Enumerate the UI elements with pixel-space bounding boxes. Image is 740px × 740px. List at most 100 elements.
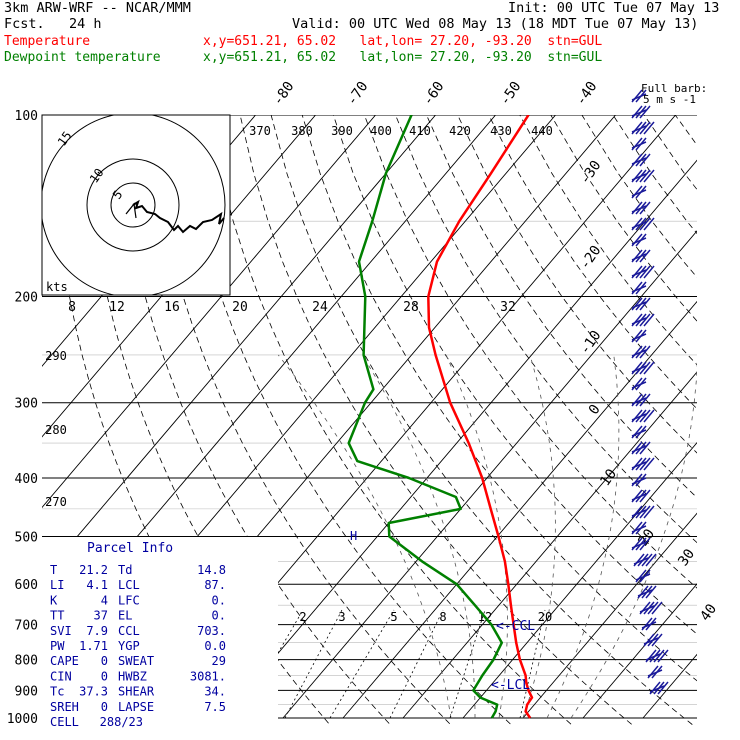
- isotherm-line: [222, 159, 697, 719]
- wind-barb-flag: [639, 537, 651, 551]
- pressure-label: 1000: [7, 712, 38, 727]
- wind-barb-flag: [635, 425, 647, 439]
- dry-adiabat: [488, 115, 697, 410]
- dry-adiabat: [457, 115, 697, 454]
- moist-adiabat: [546, 354, 620, 719]
- wind-barb-flag: [639, 393, 651, 407]
- wind-barb-flag: [635, 89, 647, 103]
- theta-label: 410: [409, 124, 431, 138]
- isotherm-line: [522, 512, 697, 719]
- isotherm-line: [42, 115, 436, 579]
- dewpoint-legend: Dewpoint temperature: [4, 50, 161, 65]
- wind-barb-flag: [639, 297, 651, 311]
- parcel-param-name: LCL: [118, 578, 140, 592]
- pressure-label: 600: [15, 578, 38, 593]
- wind-barb-flag: [643, 457, 655, 471]
- wind-barb-flag: [643, 505, 655, 519]
- wind-barb-flag: [631, 265, 643, 279]
- isotherm-line: [282, 230, 697, 719]
- parcel-param-name: SREH: [50, 700, 79, 714]
- wind-barb-flag: [639, 265, 651, 279]
- pressure-label: 200: [15, 291, 38, 306]
- isotherm-line: [402, 371, 697, 719]
- wind-barb-flag: [631, 281, 643, 295]
- pressure-label: 700: [15, 619, 38, 634]
- dewpoint-profile: [347, 115, 504, 719]
- moist-adiabat: [522, 354, 556, 719]
- parcel-info-panel: [42, 537, 278, 725]
- parcel-param-name: LI: [50, 578, 64, 592]
- hodograph-rings: [42, 115, 226, 295]
- dry-adiabat: [674, 115, 697, 146]
- wind-barb-flag: [639, 153, 651, 167]
- temperature-station-info: x,y=651.21, 65.02 lat,lon= 27.20, -93.20…: [203, 34, 603, 49]
- parcel-param-value: 29: [212, 654, 226, 668]
- parcel-param-value: 87.: [204, 578, 226, 592]
- parcel-param-value: 21.2: [79, 563, 108, 577]
- temperature-legend: Temperature: [4, 34, 91, 49]
- wind-barb-flag: [635, 153, 647, 167]
- wind-barb-flag: [639, 217, 651, 231]
- isotherm-line: [42, 115, 376, 509]
- wind-barb-flag: [649, 681, 661, 695]
- wind-barb-flag: [639, 105, 651, 119]
- wind-barb-flag: [631, 217, 643, 231]
- dry-adiabat: [395, 115, 697, 544]
- wind-barb-flag: [631, 473, 643, 487]
- hodograph-ring: [86, 158, 180, 252]
- wind-barb-flag: [641, 585, 653, 599]
- dry-adiabat: [581, 115, 697, 278]
- pressure-label: 400: [15, 472, 38, 487]
- wind-barb-flag: [641, 553, 653, 567]
- wind-barb-flag: [643, 217, 655, 231]
- isotherm-label: -60: [420, 79, 448, 109]
- isotherm-label: -10: [577, 328, 605, 358]
- wind-barb-flag: [631, 201, 643, 215]
- pressure-label: 800: [15, 654, 38, 669]
- hodograph-speed-label: 8: [68, 300, 76, 315]
- parcel-param-value: 37: [94, 609, 108, 623]
- barb-key-units: 5 m s -1: [643, 93, 696, 106]
- wind-barb-flag: [631, 89, 643, 103]
- hodograph-speed-label: 20: [232, 300, 248, 315]
- wind-barb-flag: [635, 537, 647, 551]
- wind-barb-flag: [635, 105, 647, 119]
- parcel-param-value: 3081.: [190, 669, 226, 683]
- wind-barb-flag: [639, 169, 651, 183]
- isotherm-line: [642, 653, 697, 719]
- wind-barb-flag: [637, 585, 649, 599]
- wind-barb-flag: [645, 553, 657, 567]
- wind-barb-flag: [631, 361, 643, 375]
- moist-adiabat: [361, 354, 476, 718]
- moist-adiabat: [277, 354, 452, 719]
- pressure-label: 500: [15, 530, 38, 545]
- pressure-label: 900: [15, 684, 38, 699]
- wind-barb-flag: [635, 329, 647, 343]
- wind-barb-flag: [643, 409, 655, 423]
- hodograph-ring-label: 10: [87, 166, 107, 186]
- parcel-param-value: 7.9: [86, 624, 108, 638]
- wind-barb-flag: [639, 249, 651, 263]
- wind-barb-flag: [631, 441, 643, 455]
- hodograph-units: kts: [46, 280, 68, 294]
- wind-barb-flag: [643, 121, 655, 135]
- theta-label: 440: [531, 124, 553, 138]
- cell-value: 288/23: [100, 715, 143, 729]
- wind-barb-flag: [645, 617, 657, 631]
- mixing-ratio-line: [449, 609, 486, 719]
- wind-barb-flag: [639, 345, 651, 359]
- wind-barb-flag: [631, 169, 643, 183]
- wind-barb-flag: [635, 185, 647, 199]
- parcel-param-value: 34.: [204, 685, 226, 699]
- wind-barb-flag: [635, 297, 647, 311]
- wind-barb-flag: [631, 345, 643, 359]
- wind-barb-flag: [631, 185, 643, 199]
- wind-barb-flag: [649, 649, 661, 663]
- ccl-marker: <-CCL: [496, 619, 535, 634]
- wind-barb-flag: [643, 601, 655, 615]
- wind-barb-flag: [643, 313, 655, 327]
- parcel-param-name: CAPE: [50, 654, 79, 668]
- parcel-param-value: 0: [101, 669, 108, 683]
- wind-barb-flag: [631, 249, 643, 263]
